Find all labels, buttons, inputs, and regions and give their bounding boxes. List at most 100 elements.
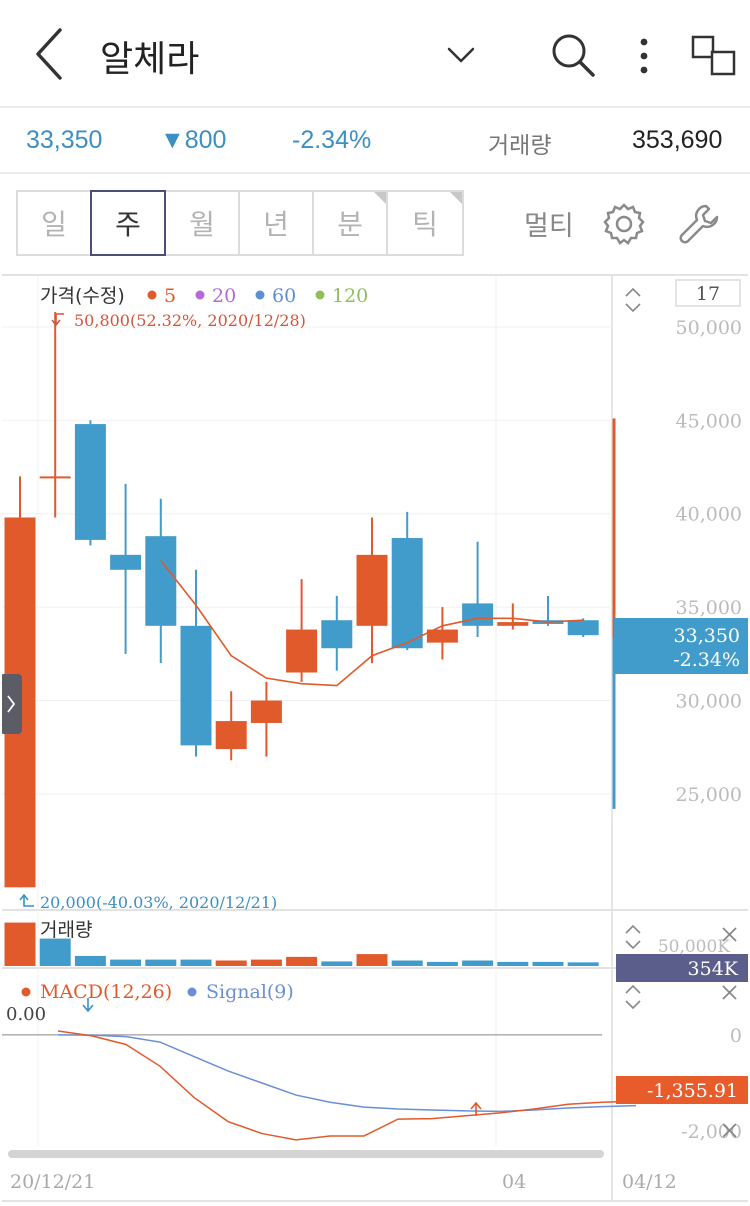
side-panel-handle[interactable] [2, 674, 22, 734]
volume-bar [110, 959, 142, 966]
close-icon[interactable] [722, 1123, 737, 1138]
high-marker-icon [51, 313, 64, 327]
volume-bar [286, 956, 318, 966]
search-icon[interactable] [548, 30, 598, 80]
volume-bar [426, 961, 458, 966]
candle-body [462, 603, 494, 626]
price-y-tick: 50,000 [676, 317, 742, 339]
volume-value: 353,690 [632, 126, 723, 154]
volume-bar [356, 954, 388, 966]
ma-legend-label: 60 [272, 285, 296, 307]
macd-current-value: -1,355.91 [647, 1080, 738, 1102]
gear-icon[interactable] [600, 200, 648, 248]
x-label-end: 04/12 [622, 1171, 677, 1193]
chevron-down-icon[interactable] [444, 38, 478, 72]
price-change: ▼800 [160, 126, 227, 154]
volume-bar [4, 922, 36, 966]
price-panel-title: 가격(수정) [40, 285, 125, 307]
candle-body [567, 620, 599, 636]
expand-panel-icon[interactable] [625, 287, 641, 313]
volume-bar [462, 960, 494, 966]
cross-down-marker [82, 998, 94, 1013]
candle-body [145, 536, 177, 626]
macd-legend: MACD(12,26) [40, 981, 172, 1003]
candle-body [215, 721, 247, 750]
multi-window-icon[interactable] [690, 34, 738, 78]
ma-legend-dot [147, 290, 157, 300]
ma-legend-label: 120 [332, 285, 368, 307]
ma-legend-dot [195, 290, 205, 300]
candle-body [74, 424, 106, 540]
candle-body [110, 554, 142, 570]
low-marker-icon [19, 893, 34, 907]
candle-body [286, 629, 318, 673]
volume-bar [145, 959, 177, 966]
volume-bar [567, 962, 599, 966]
current-price: 33,350 [26, 126, 103, 154]
close-volume-icon[interactable] [722, 927, 737, 942]
macd-current-tag [616, 1076, 748, 1104]
price-y-tick: 45,000 [676, 410, 742, 432]
current-price-tag-value: 33,350 [674, 625, 740, 647]
wrench-icon[interactable] [676, 200, 724, 248]
tab-month[interactable]: 월 [166, 192, 240, 254]
candle-body [391, 538, 423, 649]
candle-body [321, 620, 353, 649]
ma-legend-label: 5 [164, 285, 176, 307]
stock-title[interactable]: 알체라 [100, 39, 200, 80]
candle-body [250, 700, 282, 723]
signal-line [57, 1034, 637, 1113]
ma5-line [160, 559, 584, 687]
multi-chart-button[interactable]: 멀티 [524, 211, 574, 242]
signal-legend: Signal(9) [206, 981, 294, 1003]
candle-body [426, 629, 458, 643]
volume-bar [497, 961, 529, 966]
back-icon[interactable] [30, 26, 70, 82]
volume-y-tick: 50,000K [658, 937, 730, 957]
volume-current-value: 354K [688, 958, 739, 980]
tab-week[interactable]: 주 [90, 190, 166, 256]
ma-legend-label: 20 [212, 285, 236, 307]
volume-panel-title: 거래량 [40, 919, 92, 941]
volume-bar [250, 959, 282, 966]
close-macd-icon[interactable] [722, 985, 737, 1000]
stock-chart[interactable]: 50,000 45,000 40,000 35,000 30,000 25,000 0 -1,… [2, 276, 748, 1200]
macd-y-tick: -2,000 [681, 1121, 742, 1143]
expand-macd-icon[interactable] [625, 984, 641, 1010]
quote-bar: 33,350 ▼800 -2.34% 거래량 353,690 [0, 108, 750, 174]
volume-label: 거래량 [488, 133, 552, 159]
current-price-tag-rate: -2.34% [673, 649, 740, 671]
chart-area[interactable]: 50,000 45,000 40,000 35,000 30,000 25,000 0 -1,… [2, 274, 748, 1202]
volume-bar [215, 960, 247, 966]
period-tabs: 일 주 월 년 분 틱 [16, 190, 464, 256]
tab-year[interactable]: 년 [240, 192, 314, 254]
current-price-tag [614, 618, 748, 674]
candle-body [180, 625, 212, 746]
price-y-tick: 25,000 [676, 784, 742, 806]
x-label-mid: 04 [502, 1171, 526, 1193]
tab-minute[interactable]: 분 [314, 192, 388, 254]
volume-bar [180, 959, 212, 966]
macd-zero-label: 0.00 [6, 1004, 46, 1025]
chart-scrollbar[interactable] [8, 1150, 604, 1158]
x-label-start: 20/12/21 [10, 1171, 95, 1193]
candle-body [497, 622, 529, 626]
high-annotation: 50,800(52.32%, 2020/12/28) [74, 311, 306, 330]
more-vertical-icon[interactable] [630, 34, 658, 78]
volume-bar [74, 955, 106, 966]
price-y-tick: 35,000 [676, 597, 742, 619]
volume-bar [391, 960, 423, 966]
tab-day[interactable]: 일 [18, 192, 92, 254]
tab-tick[interactable]: 틱 [388, 192, 462, 254]
change-rate: -2.34% [292, 126, 372, 154]
candle-count[interactable]: 17 [696, 283, 720, 305]
expand-volume-icon[interactable] [625, 924, 641, 950]
low-annotation: 20,000(-40.03%, 2020/12/21) [40, 893, 277, 912]
candle-body [356, 554, 388, 626]
volume-bar [321, 961, 353, 966]
cross-up-marker [470, 1101, 482, 1116]
volume-current-tag [616, 954, 748, 982]
ma-legend-dot [255, 290, 265, 300]
volume-bar [39, 938, 71, 966]
price-y-tick: 30,000 [676, 691, 742, 713]
